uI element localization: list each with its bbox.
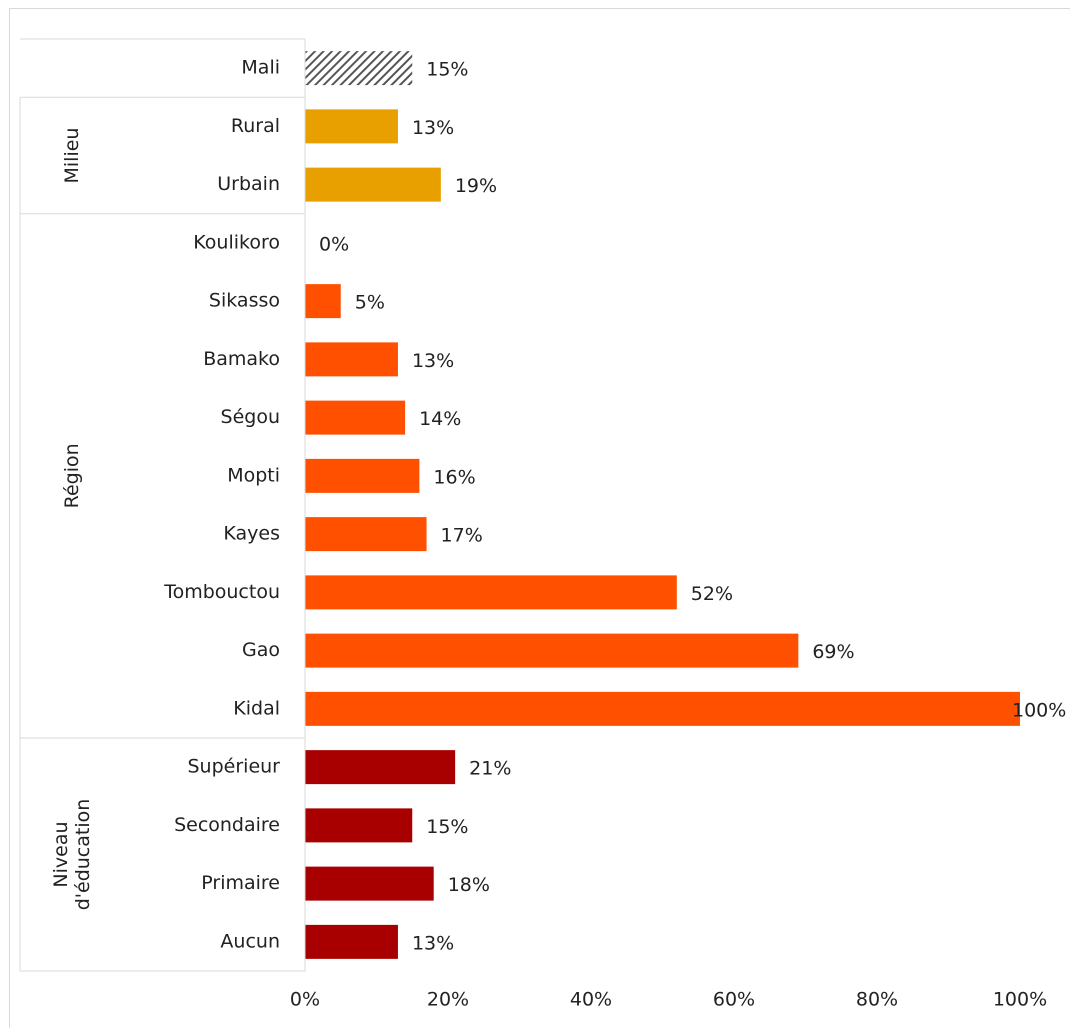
value-label: 17%	[441, 525, 483, 547]
x-tick-label: 0%	[290, 989, 320, 1011]
value-label: 13%	[412, 350, 454, 372]
value-label: 14%	[419, 408, 461, 430]
category-label: Secondaire	[174, 814, 280, 836]
category-label: Tombouctou	[163, 581, 280, 603]
category-label: Koulikoro	[193, 231, 280, 253]
group-label: Milieu	[61, 128, 83, 184]
bar	[305, 517, 427, 552]
group-label: Région	[61, 443, 83, 508]
chart-border	[9, 8, 1070, 1028]
bar	[305, 458, 420, 493]
value-label: 15%	[426, 59, 468, 81]
group-label-line: d'éducation	[72, 799, 94, 911]
x-tick-label: 40%	[570, 989, 612, 1011]
value-label: 52%	[691, 583, 733, 605]
bar	[305, 575, 677, 610]
value-label: 16%	[433, 466, 475, 488]
bar	[305, 750, 456, 785]
value-label: 18%	[448, 874, 490, 896]
bar	[305, 109, 398, 144]
category-label: Kayes	[223, 523, 280, 545]
bar	[305, 342, 398, 377]
category-label: Aucun	[220, 930, 280, 952]
category-label: Mopti	[227, 464, 280, 486]
category-label: Mali	[241, 57, 280, 79]
value-label: 21%	[469, 758, 511, 780]
category-label: Ségou	[221, 406, 280, 428]
category-label: Primaire	[201, 872, 280, 894]
category-label: Sikasso	[209, 290, 280, 312]
bar	[305, 924, 398, 959]
group-label: Niveaud'éducation	[50, 799, 94, 911]
category-label: Bamako	[203, 348, 280, 370]
x-tick-label: 100%	[993, 989, 1047, 1011]
category-label: Kidal	[233, 697, 280, 719]
bar	[305, 167, 441, 202]
bar	[305, 400, 406, 435]
value-label: 100%	[1012, 699, 1066, 721]
value-label: 19%	[455, 175, 497, 197]
group-label-line: Région	[61, 443, 83, 508]
bar	[305, 284, 341, 319]
x-tick-label: 60%	[713, 989, 755, 1011]
value-label: 5%	[355, 292, 385, 314]
value-label: 13%	[412, 932, 454, 954]
value-label: 69%	[812, 641, 854, 663]
bar	[305, 633, 799, 668]
category-label: Gao	[242, 639, 280, 661]
bar	[305, 808, 413, 843]
category-label: Supérieur	[188, 756, 281, 778]
x-tick-label: 20%	[427, 989, 469, 1011]
value-label: 15%	[426, 816, 468, 838]
value-label: 13%	[412, 117, 454, 139]
value-label: 0%	[319, 233, 349, 255]
bar	[305, 866, 434, 901]
category-label: Rural	[231, 115, 280, 137]
category-label: Urbain	[217, 173, 280, 195]
group-label-line: Milieu	[61, 128, 83, 184]
x-tick-label: 80%	[856, 989, 898, 1011]
bar	[305, 51, 413, 86]
group-label-line: Niveau	[50, 821, 72, 887]
bar	[305, 691, 1020, 726]
